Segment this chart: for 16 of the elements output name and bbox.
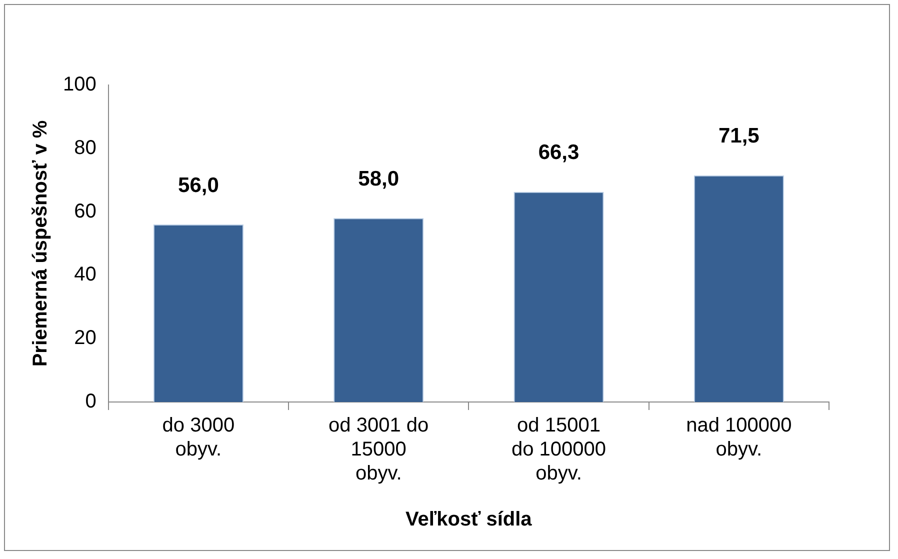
x-tick-label: do 3000 obyv. (162, 414, 235, 461)
data-label: 66,3 (538, 141, 580, 164)
data-label: 58,0 (358, 167, 400, 190)
y-tick-label: 60 (74, 200, 96, 222)
y-tick-label: 20 (74, 327, 96, 350)
y-tick-label: 100 (62, 74, 96, 96)
x-tick-label: od 3001 do 15000 obyv. (328, 414, 429, 485)
x-axis-title: Veľkosť sídla (406, 508, 533, 531)
data-label: 56,0 (178, 174, 219, 197)
y-tick-label: 80 (74, 136, 96, 159)
y-tick-label: 40 (74, 264, 96, 286)
x-tick-label: od 15001 do 100000 obyv. (511, 414, 606, 485)
y-axis-title: Priemerná úspešnosť v % (30, 120, 52, 367)
data-label: 71,5 (718, 124, 760, 148)
y-tick-label: 0 (85, 390, 96, 413)
x-tick-label: nad 100000 obyv. (686, 414, 792, 461)
